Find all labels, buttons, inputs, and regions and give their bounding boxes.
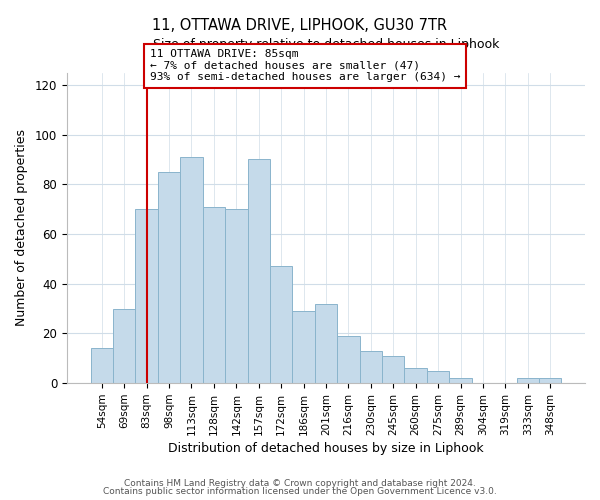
X-axis label: Distribution of detached houses by size in Liphook: Distribution of detached houses by size … (168, 442, 484, 455)
Bar (359, 351, 382, 383)
Bar (248, 160, 270, 383)
Bar (539, 378, 562, 383)
Text: 11 OTTAWA DRIVE: 85sqm
← 7% of detached houses are smaller (47)
93% of semi-deta: 11 OTTAWA DRIVE: 85sqm ← 7% of detached … (150, 49, 461, 82)
Bar (203, 206, 225, 383)
Bar (427, 371, 449, 383)
Bar (382, 356, 404, 383)
Y-axis label: Number of detached properties: Number of detached properties (15, 130, 28, 326)
Text: 11, OTTAWA DRIVE, LIPHOOK, GU30 7TR: 11, OTTAWA DRIVE, LIPHOOK, GU30 7TR (152, 18, 448, 32)
Bar (337, 336, 359, 383)
Bar (113, 308, 136, 383)
Bar (292, 311, 315, 383)
Text: Contains public sector information licensed under the Open Government Licence v3: Contains public sector information licen… (103, 487, 497, 496)
Bar (158, 172, 180, 383)
Text: Contains HM Land Registry data © Crown copyright and database right 2024.: Contains HM Land Registry data © Crown c… (124, 479, 476, 488)
Title: Size of property relative to detached houses in Liphook: Size of property relative to detached ho… (153, 38, 499, 51)
Bar (91, 348, 113, 383)
Bar (404, 368, 427, 383)
Bar (517, 378, 539, 383)
Bar (225, 209, 248, 383)
Bar (449, 378, 472, 383)
Bar (315, 304, 337, 383)
Bar (270, 266, 292, 383)
Bar (136, 209, 158, 383)
Bar (180, 157, 203, 383)
